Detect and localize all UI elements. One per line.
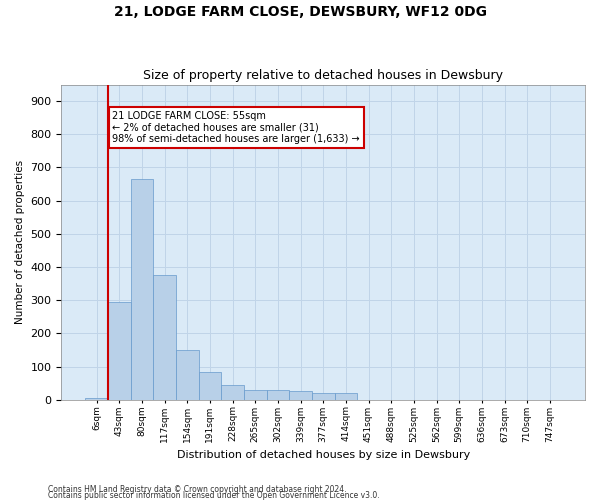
Bar (221, 385, 244, 400)
Text: 21, LODGE FARM CLOSE, DEWSBURY, WF12 0DG: 21, LODGE FARM CLOSE, DEWSBURY, WF12 0DG (113, 5, 487, 19)
Bar (85, 398, 108, 400)
Bar (108, 302, 131, 400)
Bar (312, 393, 335, 400)
Bar (244, 390, 266, 400)
Bar (153, 276, 176, 400)
Text: 21 LODGE FARM CLOSE: 55sqm
← 2% of detached houses are smaller (31)
98% of semi-: 21 LODGE FARM CLOSE: 55sqm ← 2% of detac… (112, 111, 360, 144)
Bar (335, 393, 357, 400)
Bar (176, 350, 199, 400)
Bar (289, 392, 312, 400)
Bar (131, 179, 153, 400)
X-axis label: Distribution of detached houses by size in Dewsbury: Distribution of detached houses by size … (176, 450, 470, 460)
Y-axis label: Number of detached properties: Number of detached properties (15, 160, 25, 324)
Text: Contains public sector information licensed under the Open Government Licence v3: Contains public sector information licen… (48, 490, 380, 500)
Text: Contains HM Land Registry data © Crown copyright and database right 2024.: Contains HM Land Registry data © Crown c… (48, 484, 347, 494)
Bar (266, 390, 289, 400)
Title: Size of property relative to detached houses in Dewsbury: Size of property relative to detached ho… (143, 69, 503, 82)
Bar (199, 372, 221, 400)
